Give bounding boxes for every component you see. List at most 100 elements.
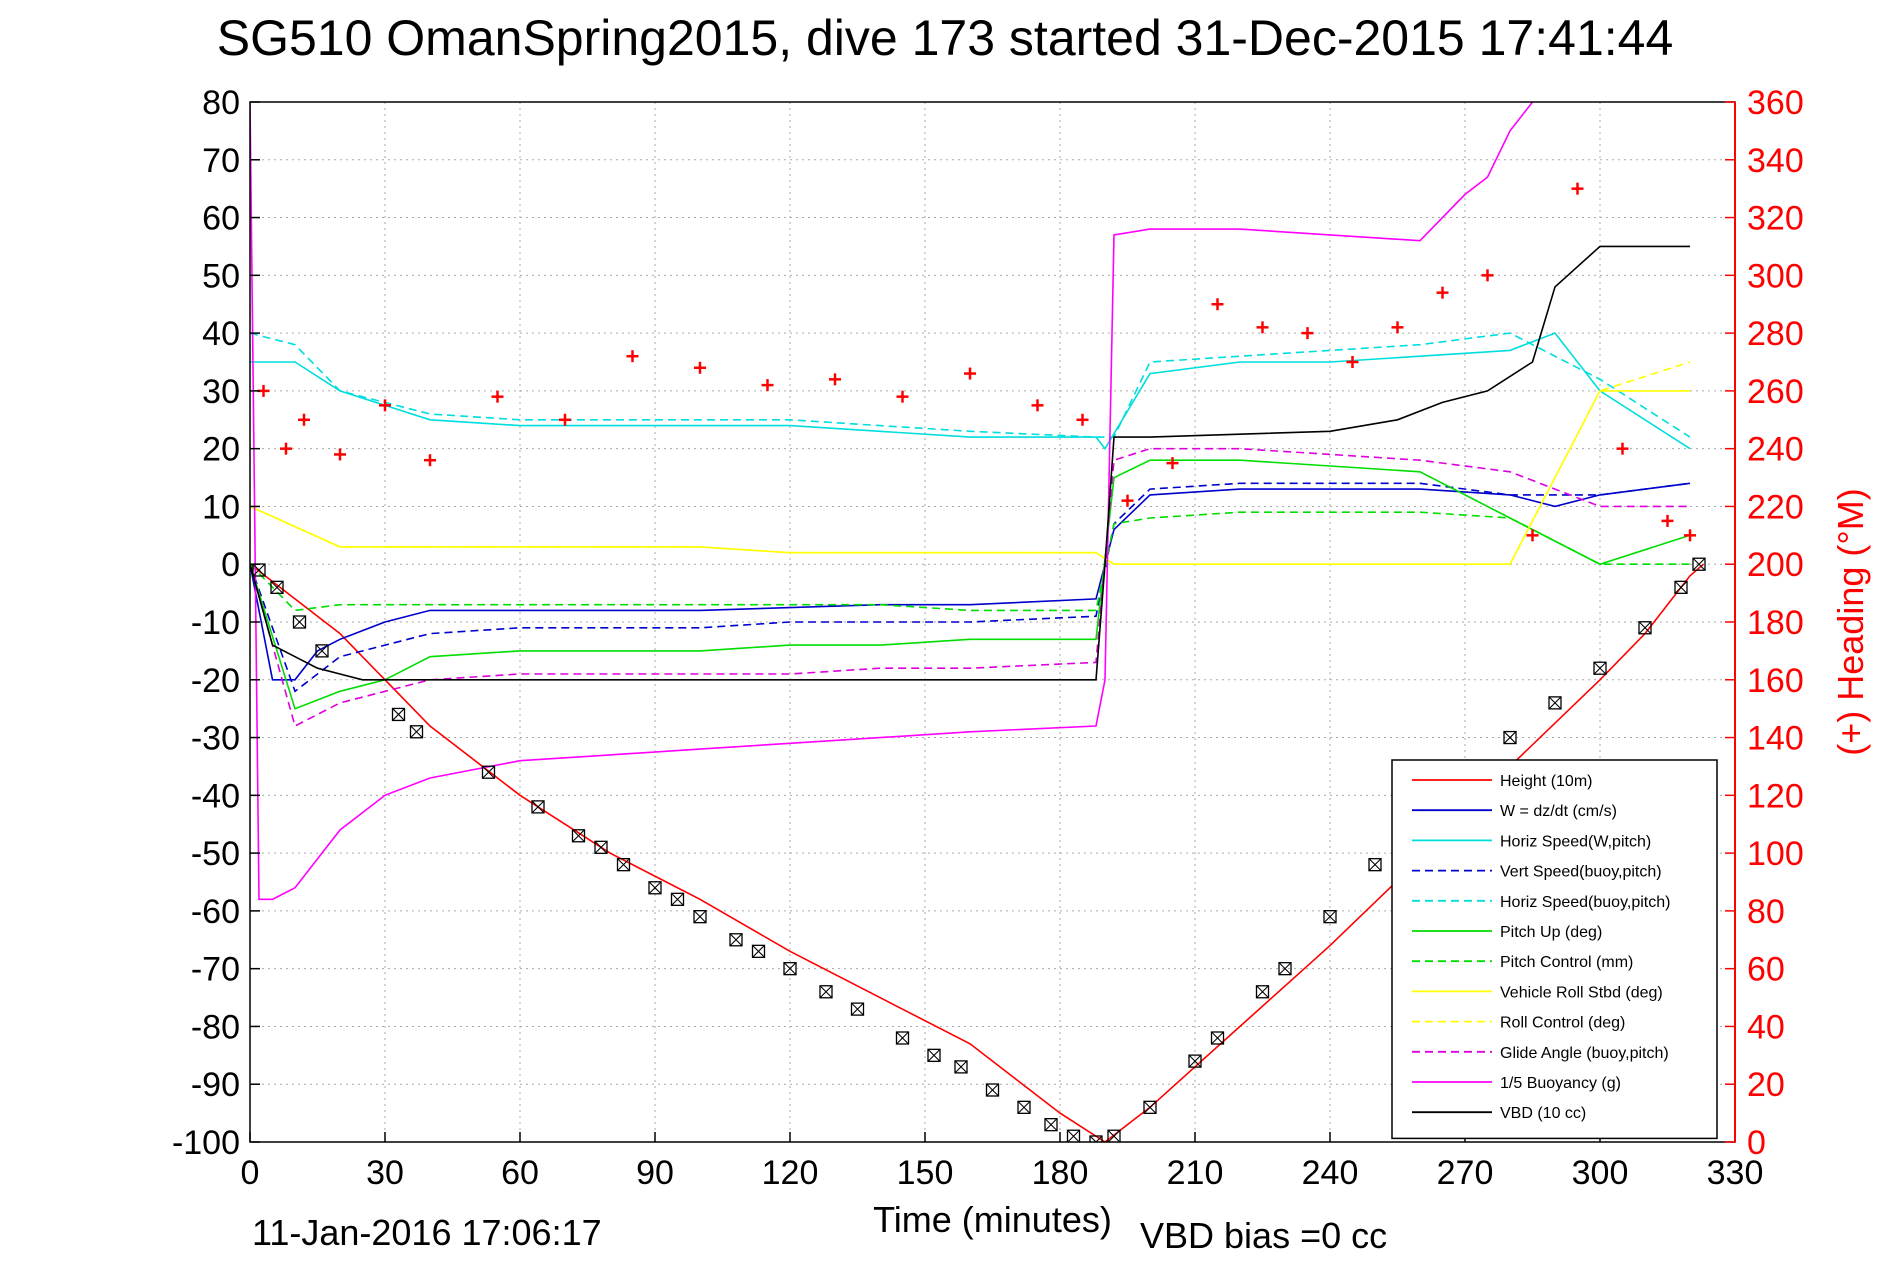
y2-tick-label: 120: [1747, 777, 1804, 815]
y-tick-label: 0: [221, 546, 240, 584]
y2-tick-label: 80: [1747, 893, 1785, 931]
height-marker: [270, 580, 284, 594]
heading-point: [829, 373, 841, 386]
height-marker-box: [315, 644, 329, 658]
heading-point: [559, 413, 571, 426]
heading-point: [1031, 399, 1044, 412]
height-marker-diag: [531, 800, 545, 814]
height-marker: [1368, 858, 1382, 872]
height-marker-box: [571, 829, 586, 843]
height-marker: [1210, 1031, 1225, 1045]
y2-tick-label: 340: [1747, 142, 1804, 180]
height-marker-diag: [1278, 962, 1292, 976]
height-marker: [1323, 910, 1337, 924]
heading-point: [280, 442, 292, 455]
height-marker-box: [895, 1031, 910, 1045]
height-marker-box: [531, 800, 545, 814]
y-tick-label: 60: [202, 200, 240, 238]
y-tick-label: -40: [191, 777, 240, 815]
x-tick-label: 0: [241, 1154, 260, 1192]
legend-label: Glide Angle (buoy,pitch): [1500, 1045, 1669, 1062]
height-marker-box: [270, 580, 284, 594]
heading-point: [1571, 182, 1584, 195]
height-marker: [315, 644, 329, 658]
legend-label: VBD (10 cc): [1500, 1105, 1586, 1122]
height-marker: [1548, 696, 1562, 710]
height-marker-diag: [729, 933, 743, 947]
y2-tick-label: 300: [1747, 257, 1804, 295]
height-marker-diag: [1143, 1100, 1157, 1114]
y2-tick-label: 180: [1747, 604, 1804, 642]
heading-point: [896, 390, 909, 403]
series-horiz-speed-w-pitch: [250, 332, 1691, 451]
height-marker-box: [850, 1002, 865, 1016]
y2-tick-label: 240: [1747, 431, 1804, 469]
y-tick-label: 10: [202, 488, 240, 526]
y2-tick-label: 100: [1747, 835, 1804, 873]
height-marker-diag: [954, 1060, 968, 1074]
height-marker-diag: [1211, 1031, 1224, 1045]
height-marker-box: [1692, 557, 1706, 571]
height-marker: [729, 933, 743, 947]
height-marker-diag: [693, 910, 707, 924]
height-marker-box: [1503, 730, 1517, 745]
height-marker: [616, 858, 631, 872]
legend-label: Vert Speed(buoy,pitch): [1500, 864, 1662, 881]
height-marker-box: [1066, 1129, 1081, 1142]
y2-tick-label: 220: [1747, 488, 1804, 526]
heading-point: [1481, 269, 1494, 282]
heading-point: [626, 350, 639, 363]
height-marker-diag: [986, 1083, 999, 1097]
height-marker-box: [1210, 1031, 1225, 1045]
legend-label: Pitch Up (deg): [1500, 924, 1602, 941]
height-marker: [1692, 557, 1706, 571]
height-marker-diag: [410, 725, 423, 739]
height-marker-diag: [1368, 858, 1382, 872]
heading-point: [334, 448, 346, 461]
height-marker-box: [783, 962, 797, 976]
y-tick-label: -90: [191, 1066, 240, 1104]
chart-title: SG510 OmanSpring2015, dive 173 started 3…: [217, 10, 1674, 66]
y-tick-label: 30: [202, 373, 240, 411]
y2-tick-label: 160: [1747, 662, 1804, 700]
y2-tick-label: 60: [1747, 951, 1785, 989]
height-marker-diag: [392, 708, 405, 721]
y2-tick-label: 280: [1747, 315, 1804, 353]
height-marker-box: [1089, 1135, 1103, 1142]
height-marker-box: [1674, 580, 1688, 594]
y2-tick-label: 140: [1747, 720, 1804, 758]
heading-point: [1661, 514, 1674, 527]
series-horiz-speed-buoy-pitch: [250, 332, 1691, 438]
height-marker: [1066, 1129, 1081, 1142]
height-marker-box: [1638, 621, 1652, 635]
height-marker-box: [292, 615, 307, 629]
height-marker: [1143, 1100, 1157, 1114]
y-tick-label: 20: [202, 431, 240, 469]
height-marker-diag: [1692, 557, 1706, 571]
heading-point: [1211, 298, 1224, 311]
height-marker-box: [751, 944, 766, 958]
footer-timestamp: 11-Jan-2016 17:06:17: [252, 1212, 602, 1253]
heading-point: [1616, 442, 1629, 455]
height-marker: [1593, 661, 1607, 675]
legend: Height (10m) W = dz/dt (cm/s) Horiz Speed(…: [1391, 759, 1718, 1140]
series-roll-control-deg: [250, 361, 1691, 566]
height-marker: [819, 985, 833, 999]
height-marker-box: [985, 1083, 1000, 1097]
series-height-10m: [250, 563, 1705, 1142]
y-tick-label: -10: [191, 604, 240, 642]
height-marker: [391, 707, 406, 722]
height-marker-diag: [1095, 1135, 1103, 1142]
height-marker-box: [1188, 1054, 1202, 1068]
height-marker-diag: [1089, 1135, 1097, 1142]
y-tick-label: 70: [202, 142, 240, 180]
y-tick-label: -70: [191, 951, 240, 989]
height-marker-box: [1323, 910, 1337, 924]
x-tick-label: 180: [1032, 1154, 1089, 1192]
legend-box: [1391, 759, 1718, 1140]
height-marker: [985, 1083, 1000, 1097]
legend-label: Height (10m): [1500, 773, 1592, 790]
x-tick-label: 60: [501, 1154, 539, 1192]
y-tick-label: 50: [202, 257, 240, 295]
